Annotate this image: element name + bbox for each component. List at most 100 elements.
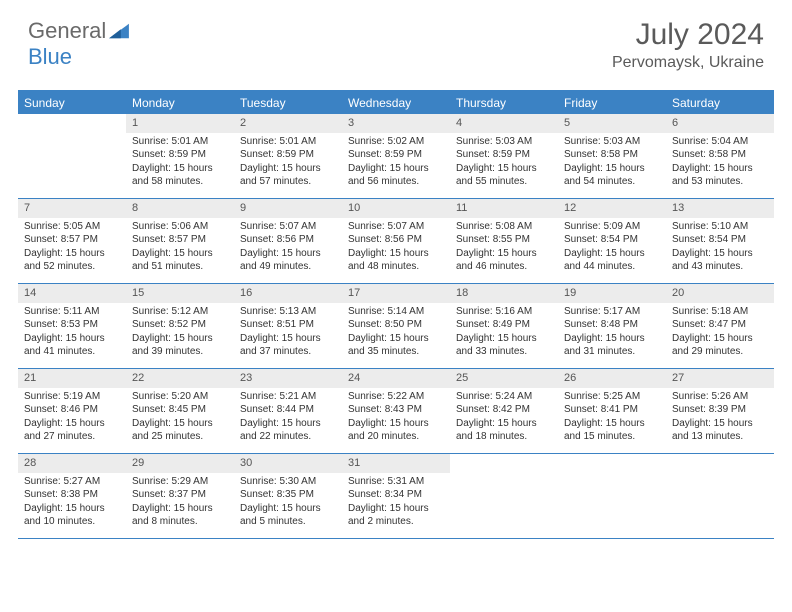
day-number: 25 xyxy=(450,369,558,388)
day-detail-line: Daylight: 15 hours xyxy=(240,417,336,431)
day-detail-line: and 39 minutes. xyxy=(132,345,228,359)
day-cell: 21Sunrise: 5:19 AMSunset: 8:46 PMDayligh… xyxy=(18,369,126,453)
weekday-header: Saturday xyxy=(666,92,774,114)
day-cell: 12Sunrise: 5:09 AMSunset: 8:54 PMDayligh… xyxy=(558,199,666,283)
day-detail-line: Sunrise: 5:26 AM xyxy=(672,390,768,404)
day-detail-line: Sunrise: 5:30 AM xyxy=(240,475,336,489)
day-detail-line: Daylight: 15 hours xyxy=(672,417,768,431)
day-cell: 3Sunrise: 5:02 AMSunset: 8:59 PMDaylight… xyxy=(342,114,450,198)
day-content: Sunrise: 5:02 AMSunset: 8:59 PMDaylight:… xyxy=(342,133,450,193)
day-detail-line: Sunrise: 5:18 AM xyxy=(672,305,768,319)
month-title: July 2024 xyxy=(612,18,764,52)
day-detail-line: Sunrise: 5:04 AM xyxy=(672,135,768,149)
day-content: Sunrise: 5:19 AMSunset: 8:46 PMDaylight:… xyxy=(18,388,126,448)
brand-logo: General xyxy=(28,18,132,44)
day-detail-line: Sunrise: 5:16 AM xyxy=(456,305,552,319)
week-row: 14Sunrise: 5:11 AMSunset: 8:53 PMDayligh… xyxy=(18,284,774,369)
day-detail-line: and 29 minutes. xyxy=(672,345,768,359)
day-detail-line: Daylight: 15 hours xyxy=(672,162,768,176)
day-content: Sunrise: 5:04 AMSunset: 8:58 PMDaylight:… xyxy=(666,133,774,193)
weekday-header: Wednesday xyxy=(342,92,450,114)
day-detail-line: Daylight: 15 hours xyxy=(564,332,660,346)
day-detail-line: Sunrise: 5:20 AM xyxy=(132,390,228,404)
day-detail-line: Sunrise: 5:22 AM xyxy=(348,390,444,404)
day-detail-line: and 48 minutes. xyxy=(348,260,444,274)
day-cell: 7Sunrise: 5:05 AMSunset: 8:57 PMDaylight… xyxy=(18,199,126,283)
day-detail-line: Daylight: 15 hours xyxy=(240,502,336,516)
day-cell: 19Sunrise: 5:17 AMSunset: 8:48 PMDayligh… xyxy=(558,284,666,368)
day-cell: 8Sunrise: 5:06 AMSunset: 8:57 PMDaylight… xyxy=(126,199,234,283)
header: General July 2024 Pervomaysk, Ukraine xyxy=(0,0,792,80)
day-cell: 20Sunrise: 5:18 AMSunset: 8:47 PMDayligh… xyxy=(666,284,774,368)
day-content: Sunrise: 5:12 AMSunset: 8:52 PMDaylight:… xyxy=(126,303,234,363)
day-detail-line: Daylight: 15 hours xyxy=(132,247,228,261)
day-content: Sunrise: 5:01 AMSunset: 8:59 PMDaylight:… xyxy=(234,133,342,193)
day-cell: 24Sunrise: 5:22 AMSunset: 8:43 PMDayligh… xyxy=(342,369,450,453)
day-cell: 2Sunrise: 5:01 AMSunset: 8:59 PMDaylight… xyxy=(234,114,342,198)
day-detail-line: and 37 minutes. xyxy=(240,345,336,359)
brand-part2: Blue xyxy=(28,44,72,69)
day-detail-line: Daylight: 15 hours xyxy=(672,332,768,346)
day-detail-line: and 46 minutes. xyxy=(456,260,552,274)
day-cell: 9Sunrise: 5:07 AMSunset: 8:56 PMDaylight… xyxy=(234,199,342,283)
day-cell: 11Sunrise: 5:08 AMSunset: 8:55 PMDayligh… xyxy=(450,199,558,283)
day-number: 5 xyxy=(558,114,666,133)
day-detail-line: Sunset: 8:56 PM xyxy=(240,233,336,247)
day-number: 2 xyxy=(234,114,342,133)
day-cell: 23Sunrise: 5:21 AMSunset: 8:44 PMDayligh… xyxy=(234,369,342,453)
day-content xyxy=(450,473,558,479)
day-detail-line: Sunset: 8:58 PM xyxy=(672,148,768,162)
weekday-header: Sunday xyxy=(18,92,126,114)
day-detail-line: Sunrise: 5:17 AM xyxy=(564,305,660,319)
day-detail-line: and 44 minutes. xyxy=(564,260,660,274)
day-detail-line: Sunset: 8:58 PM xyxy=(564,148,660,162)
day-cell: 4Sunrise: 5:03 AMSunset: 8:59 PMDaylight… xyxy=(450,114,558,198)
day-content: Sunrise: 5:14 AMSunset: 8:50 PMDaylight:… xyxy=(342,303,450,363)
day-content: Sunrise: 5:03 AMSunset: 8:58 PMDaylight:… xyxy=(558,133,666,193)
day-content: Sunrise: 5:21 AMSunset: 8:44 PMDaylight:… xyxy=(234,388,342,448)
day-content: Sunrise: 5:17 AMSunset: 8:48 PMDaylight:… xyxy=(558,303,666,363)
day-detail-line: and 13 minutes. xyxy=(672,430,768,444)
day-detail-line: Sunrise: 5:03 AM xyxy=(456,135,552,149)
day-detail-line: Daylight: 15 hours xyxy=(348,417,444,431)
day-number: 4 xyxy=(450,114,558,133)
day-number: 8 xyxy=(126,199,234,218)
day-number: 12 xyxy=(558,199,666,218)
day-detail-line: Sunset: 8:59 PM xyxy=(132,148,228,162)
location-label: Pervomaysk, Ukraine xyxy=(612,54,764,72)
day-cell: 25Sunrise: 5:24 AMSunset: 8:42 PMDayligh… xyxy=(450,369,558,453)
day-detail-line: Sunset: 8:45 PM xyxy=(132,403,228,417)
day-number: 22 xyxy=(126,369,234,388)
day-detail-line: Daylight: 15 hours xyxy=(456,247,552,261)
day-detail-line: Sunrise: 5:21 AM xyxy=(240,390,336,404)
day-detail-line: Sunset: 8:44 PM xyxy=(240,403,336,417)
day-detail-line: Sunrise: 5:07 AM xyxy=(240,220,336,234)
day-detail-line: and 56 minutes. xyxy=(348,175,444,189)
week-row: 21Sunrise: 5:19 AMSunset: 8:46 PMDayligh… xyxy=(18,369,774,454)
day-number: 21 xyxy=(18,369,126,388)
day-detail-line: Sunrise: 5:19 AM xyxy=(24,390,120,404)
day-detail-line: Daylight: 15 hours xyxy=(456,417,552,431)
week-row: 7Sunrise: 5:05 AMSunset: 8:57 PMDaylight… xyxy=(18,199,774,284)
day-detail-line: and 43 minutes. xyxy=(672,260,768,274)
day-cell: 1Sunrise: 5:01 AMSunset: 8:59 PMDaylight… xyxy=(126,114,234,198)
day-cell: 31Sunrise: 5:31 AMSunset: 8:34 PMDayligh… xyxy=(342,454,450,538)
day-detail-line: Sunset: 8:42 PM xyxy=(456,403,552,417)
day-number: 28 xyxy=(18,454,126,473)
day-cell xyxy=(450,454,558,538)
day-cell: 5Sunrise: 5:03 AMSunset: 8:58 PMDaylight… xyxy=(558,114,666,198)
day-cell: 29Sunrise: 5:29 AMSunset: 8:37 PMDayligh… xyxy=(126,454,234,538)
day-number: 17 xyxy=(342,284,450,303)
day-cell: 26Sunrise: 5:25 AMSunset: 8:41 PMDayligh… xyxy=(558,369,666,453)
day-content: Sunrise: 5:10 AMSunset: 8:54 PMDaylight:… xyxy=(666,218,774,278)
day-detail-line: and 31 minutes. xyxy=(564,345,660,359)
day-detail-line: Sunset: 8:59 PM xyxy=(456,148,552,162)
day-detail-line: Daylight: 15 hours xyxy=(348,162,444,176)
brand-triangle-icon xyxy=(108,22,130,40)
day-content: Sunrise: 5:31 AMSunset: 8:34 PMDaylight:… xyxy=(342,473,450,533)
day-detail-line: and 20 minutes. xyxy=(348,430,444,444)
weekday-header: Thursday xyxy=(450,92,558,114)
day-content: Sunrise: 5:27 AMSunset: 8:38 PMDaylight:… xyxy=(18,473,126,533)
day-content: Sunrise: 5:24 AMSunset: 8:42 PMDaylight:… xyxy=(450,388,558,448)
brand-part2-wrap: Blue xyxy=(28,44,72,70)
